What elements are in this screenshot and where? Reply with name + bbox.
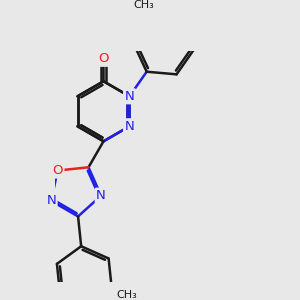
Text: CH₃: CH₃ [134, 0, 154, 10]
Text: O: O [98, 52, 109, 65]
Text: N: N [96, 189, 106, 202]
Text: N: N [124, 120, 134, 133]
Text: N: N [46, 194, 56, 207]
Text: N: N [124, 90, 134, 103]
Text: CH₃: CH₃ [116, 290, 137, 300]
Text: O: O [52, 164, 63, 177]
